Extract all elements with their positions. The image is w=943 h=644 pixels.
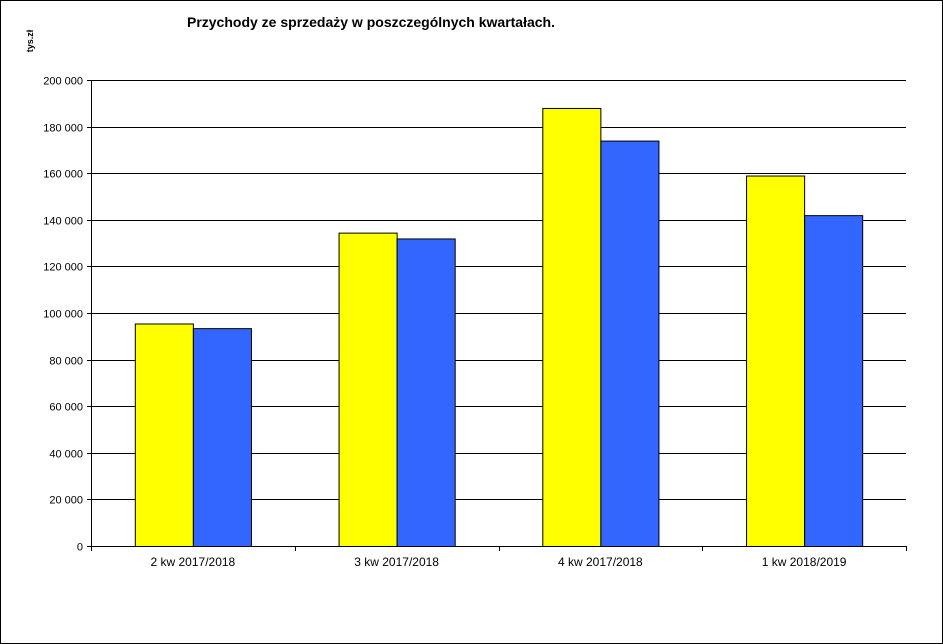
bar-blue-3 (600, 140, 660, 548)
y-tick-label: 180 000 (43, 123, 83, 135)
bar-blue-4 (804, 215, 864, 547)
bar-blue-1 (192, 328, 252, 547)
x-tick-label: 3 kw 2017/2018 (354, 555, 439, 569)
y-tick-label: 0 (77, 542, 83, 554)
y-tick-label: 160 000 (43, 169, 83, 181)
x-tick-label: 1 kw 2018/2019 (762, 555, 847, 569)
tick-labels: 0 20 000 40 000 60 000 80 000 100 000 120 000 1… (43, 76, 847, 570)
y-tick-label: 120 000 (43, 262, 83, 274)
y-tick-label: 60 000 (49, 402, 83, 414)
y-tick-label: 100 000 (43, 309, 83, 321)
y-tick-label: 200 000 (43, 76, 83, 88)
bar-blue-2 (396, 238, 456, 547)
bar-yellow-1 (134, 323, 194, 547)
axes (87, 80, 907, 551)
y-tick-label: 20 000 (49, 495, 83, 507)
bar-yellow-3 (542, 107, 602, 548)
x-tick-label: 2 kw 2017/2018 (151, 555, 236, 569)
chart-title: Przychody ze sprzedaży w poszczególnych … (187, 14, 555, 30)
y-tick-label: 140 000 (43, 216, 83, 228)
y-axis-label: tys.zł (25, 29, 35, 52)
y-tick-label: 80 000 (49, 356, 83, 368)
x-tick-label: 4 kw 2017/2018 (558, 555, 643, 569)
bar-yellow-2 (338, 232, 398, 548)
bars (134, 107, 864, 548)
y-tick-label: 40 000 (49, 449, 83, 461)
bar-yellow-4 (746, 175, 806, 547)
